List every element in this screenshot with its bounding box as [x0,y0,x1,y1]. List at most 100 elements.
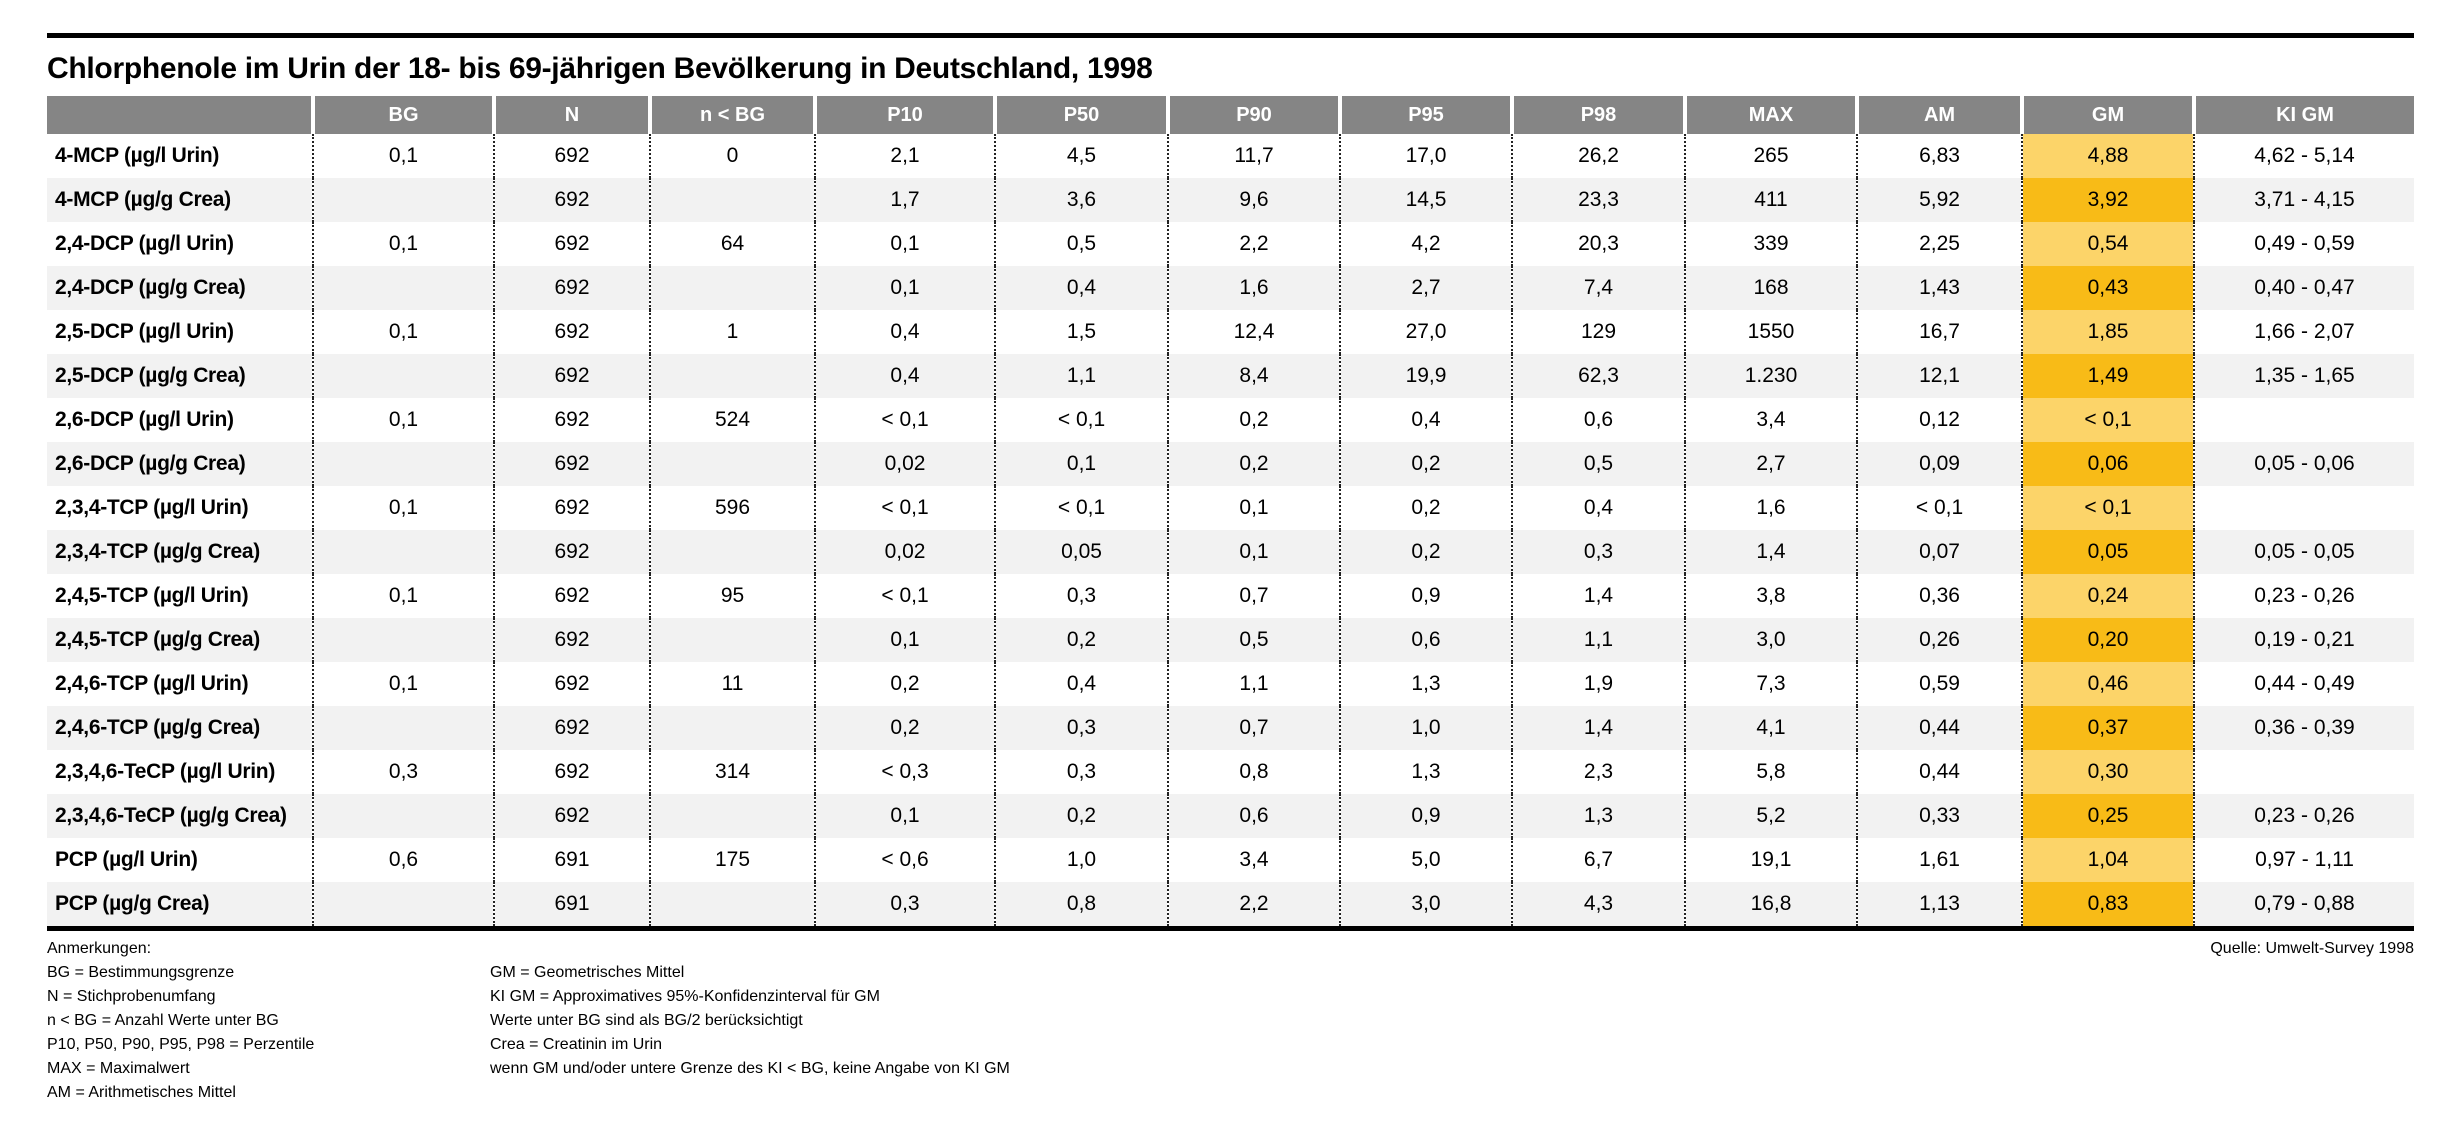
cell-ki_gm: 0,97 - 1,11 [2193,838,2414,882]
col-header-p50: P50 [993,96,1168,134]
cell-am: 2,25 [1856,222,2022,266]
cell-p90: 9,6 [1167,178,1340,222]
table-row: 2,5-DCP (µg/g Crea) 692 0,4 1,1 8,4 19,9 62,3 1… [47,354,2414,398]
cell-n: 692 [493,706,650,750]
cell-max: 3,8 [1684,574,1857,618]
col-header-ki_gm: KI GM [2192,96,2414,134]
cell-p95: 0,2 [1339,442,1512,486]
cell-n_lt_bg [649,266,815,310]
cell-p98: 1,9 [1511,662,1685,706]
cell-p10: 1,7 [814,178,995,222]
report-page: Chlorphenole im Urin der 18- bis 69-jähr… [0,33,2457,1105]
cell-p50: 0,2 [994,618,1168,662]
table-row: 2,4-DCP (µg/g Crea) 692 0,1 0,4 1,6 2,7 7,4 168… [47,266,2414,310]
footnotes-heading: Anmerkungen: [47,940,152,957]
cell-p50: 3,6 [994,178,1168,222]
cell-n_lt_bg: 11 [649,662,815,706]
footnote-line: MAX = Maximalwert [47,1060,190,1077]
row-label: 2,3,4-TCP (µg/l Urin) [55,496,249,519]
cell-max: 168 [1684,266,1857,310]
cell-p90: 2,2 [1167,222,1340,266]
top-rule [47,33,2414,38]
cell-ki_gm: 0,40 - 0,47 [2193,266,2414,310]
cell-p90: 8,4 [1167,354,1340,398]
cell-p50: 1,0 [994,838,1168,882]
col-header-p10: P10 [813,96,995,134]
cell-n_lt_bg: 175 [649,838,815,882]
cell-p50: < 0,1 [994,486,1168,530]
cell-n_lt_bg [649,530,815,574]
col-header-p98: P98 [1510,96,1685,134]
cell-p50: < 0,1 [994,398,1168,442]
cell-p90: 0,6 [1167,794,1340,838]
cell-n_lt_bg: 1 [649,310,815,354]
cell-am: 0,07 [1856,530,2022,574]
cell-p10: 0,1 [814,222,995,266]
cell-p90: 3,4 [1167,838,1340,882]
cell-p95: 1,3 [1339,750,1512,794]
cell-bg: 0,3 [312,750,494,794]
cell-p10: 0,02 [814,442,995,486]
cell-bg: 0,1 [312,134,494,178]
footnote-line: Crea = Creatinin im Urin [490,1036,663,1053]
cell-p90: 0,7 [1167,706,1340,750]
cell-bg [312,530,494,574]
cell-p50: 0,8 [994,882,1168,931]
footnote-line: wenn GM und/oder untere Grenze des KI < … [490,1060,1010,1077]
footnotes-left-column: Anmerkungen: BG = Bestimmungsgrenze N = S… [47,937,490,1105]
cell-ki_gm: 0,05 - 0,05 [2193,530,2414,574]
cell-n_lt_bg: 64 [649,222,815,266]
cell-p95: 0,2 [1339,486,1512,530]
footnote-line: BG = Bestimmungsgrenze [47,964,235,981]
table-row: 2,4,5-TCP (µg/l Urin) 0,1 692 95 < 0,1 0,3 0,7… [47,574,2414,618]
cell-n: 692 [493,750,650,794]
cell-p10: < 0,1 [814,574,995,618]
cell-p90: 0,1 [1167,486,1340,530]
cell-ki_gm: 3,71 - 4,15 [2193,178,2414,222]
cell-n_lt_bg: 596 [649,486,815,530]
row-label: PCP (µg/g Crea) [47,882,313,931]
table-body: 4-MCP (µg/l Urin) 0,1 692 0 2,1 4,5 11,7 17,0 26… [47,134,2414,931]
cell-max: 4,1 [1684,706,1857,750]
cell-p95: 1,3 [1339,662,1512,706]
cell-n_lt_bg [649,706,815,750]
cell-gm: 0,46 [2021,662,2194,706]
footnote-line: AM = Arithmetisches Mittel [47,1084,236,1101]
cell-p98: 6,7 [1511,838,1685,882]
col-header-gm: GM [2020,96,2194,134]
cell-bg: 0,1 [312,486,494,530]
cell-bg [312,706,494,750]
cell-p10: < 0,6 [814,838,995,882]
table-row: 4-MCP (µg/g Crea) 692 1,7 3,6 9,6 14,5 23,3 411… [47,178,2414,222]
cell-gm: < 0,1 [2021,398,2194,442]
cell-am: 1,13 [1856,882,2022,931]
cell-gm: 1,49 [2021,354,2194,398]
footnote-line: n < BG = Anzahl Werte unter BG [47,1012,279,1029]
cell-n: 692 [493,178,650,222]
cell-n: 692 [493,794,650,838]
col-header-max: MAX [1683,96,1857,134]
table-row: 4-MCP (µg/l Urin) 0,1 692 0 2,1 4,5 11,7 17,0 26… [47,134,2414,178]
cell-p90: 0,7 [1167,574,1340,618]
cell-n_lt_bg [649,178,815,222]
cell-max: 1550 [1684,310,1857,354]
cell-p95: 0,9 [1339,574,1512,618]
row-label: 2,4,5-TCP (µg/g Crea) [55,628,260,651]
cell-gm: 0,43 [2021,266,2194,310]
page-title: Chlorphenole im Urin der 18- bis 69-jähr… [47,52,1153,85]
cell-p95: 19,9 [1339,354,1512,398]
cell-n: 692 [493,442,650,486]
cell-am: 6,83 [1856,134,2022,178]
cell-n_lt_bg [649,442,815,486]
table-row: 2,4,6-TCP (µg/l Urin) 0,1 692 11 0,2 0,4 1,1 1,… [47,662,2414,706]
cell-p98: 129 [1511,310,1685,354]
cell-ki_gm: 0,05 - 0,06 [2193,442,2414,486]
cell-p98: 62,3 [1511,354,1685,398]
cell-am: 0,44 [1856,706,2022,750]
cell-bg [312,882,494,931]
cell-bg [312,442,494,486]
cell-p95: 14,5 [1339,178,1512,222]
cell-p10: 0,3 [814,882,995,931]
